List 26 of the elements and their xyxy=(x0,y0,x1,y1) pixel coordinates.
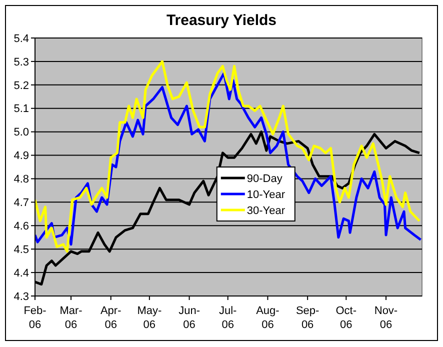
y-tick-label: 5.3 xyxy=(14,56,29,68)
x-tick-label: Feb-06 xyxy=(24,305,47,331)
legend-label: 30-Year xyxy=(246,204,286,217)
y-tick-label: 5.4 xyxy=(14,32,29,45)
y-tick-label: 5.0 xyxy=(14,126,29,139)
y-tick-label: 4.4 xyxy=(14,267,29,280)
x-tick-label: May-06 xyxy=(137,305,162,331)
legend-label: 90-Day xyxy=(246,172,283,185)
x-tick-label: Oct-06 xyxy=(336,305,357,331)
x-tick-label: Mar-06 xyxy=(60,305,83,331)
x-tick-label: Sep-06 xyxy=(296,305,320,331)
x-tick-label: Apr-06 xyxy=(100,305,122,331)
legend-label: 10-Year xyxy=(246,188,286,201)
x-tick-label: Aug-06 xyxy=(256,305,280,331)
y-tick-label: 4.5 xyxy=(14,244,29,256)
x-tick-label: Jun-06 xyxy=(178,305,200,331)
y-tick-label: 4.8 xyxy=(14,174,29,186)
chart-title: Treasury Yields xyxy=(166,12,277,29)
y-tick-label: 4.9 xyxy=(14,150,29,162)
y-tick-label: 4.3 xyxy=(14,290,29,303)
x-tick-label: Nov-06 xyxy=(374,305,398,331)
y-tick-label: 5.2 xyxy=(14,80,29,92)
y-tick-label: 5.1 xyxy=(14,103,29,116)
y-tick-label: 4.6 xyxy=(14,220,29,232)
y-tick-label: 4.7 xyxy=(14,197,29,210)
x-tick-label: Jul-06 xyxy=(218,305,238,331)
